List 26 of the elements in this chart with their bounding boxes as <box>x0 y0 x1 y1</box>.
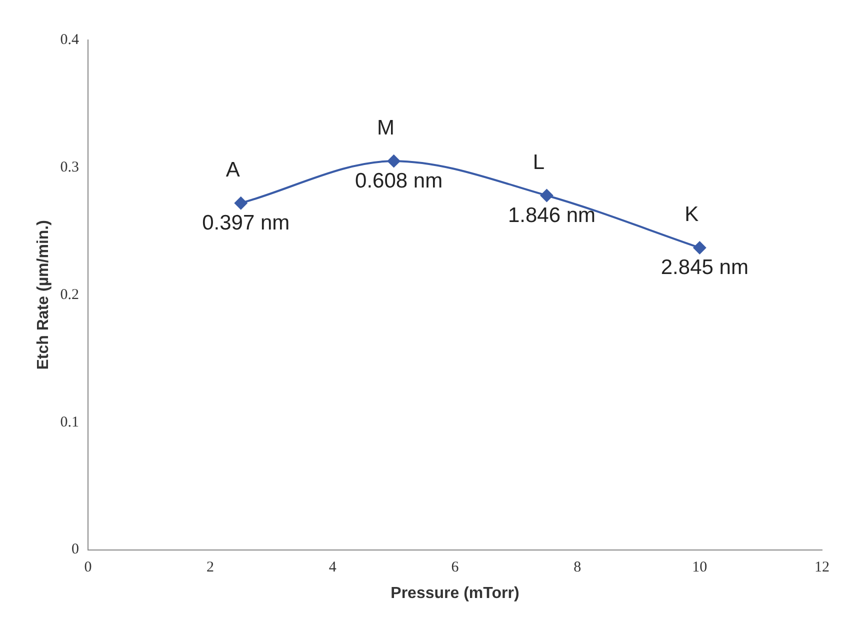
x-tick-label: 0 <box>84 560 92 576</box>
x-tick-label: 12 <box>814 560 830 576</box>
x-tick-label: 4 <box>328 560 337 576</box>
annotation: L <box>532 150 545 174</box>
y-tick-label: 0.3 <box>60 159 79 176</box>
y-tick-label: 0.4 <box>60 32 80 48</box>
annotation: 0.397 nm <box>202 211 290 234</box>
y-tick-label: 0 <box>71 542 79 558</box>
annotation: 0.608 nm <box>355 169 443 192</box>
point <box>693 241 706 254</box>
point <box>234 196 248 210</box>
x-tick-label: 2 <box>206 560 214 576</box>
annotation: 2.845 nm <box>660 256 748 280</box>
point <box>387 154 400 168</box>
x-axis-title: Pressure (mTorr) <box>390 584 520 602</box>
x-tick-label: 8 <box>574 560 582 576</box>
annotation: M <box>377 116 395 140</box>
x-tick-label: 6 <box>451 560 460 576</box>
annotation: 1.846 nm <box>508 204 596 227</box>
y-tick-label: 0.1 <box>60 414 79 430</box>
x-tick-label: 10 <box>692 560 708 576</box>
annotation: K <box>684 203 699 226</box>
point <box>540 188 554 202</box>
y-tick-label: 0.2 <box>60 286 79 303</box>
annotation: A <box>226 158 240 182</box>
y-axis-title: Etch Rate (µm/min.) <box>35 220 52 370</box>
